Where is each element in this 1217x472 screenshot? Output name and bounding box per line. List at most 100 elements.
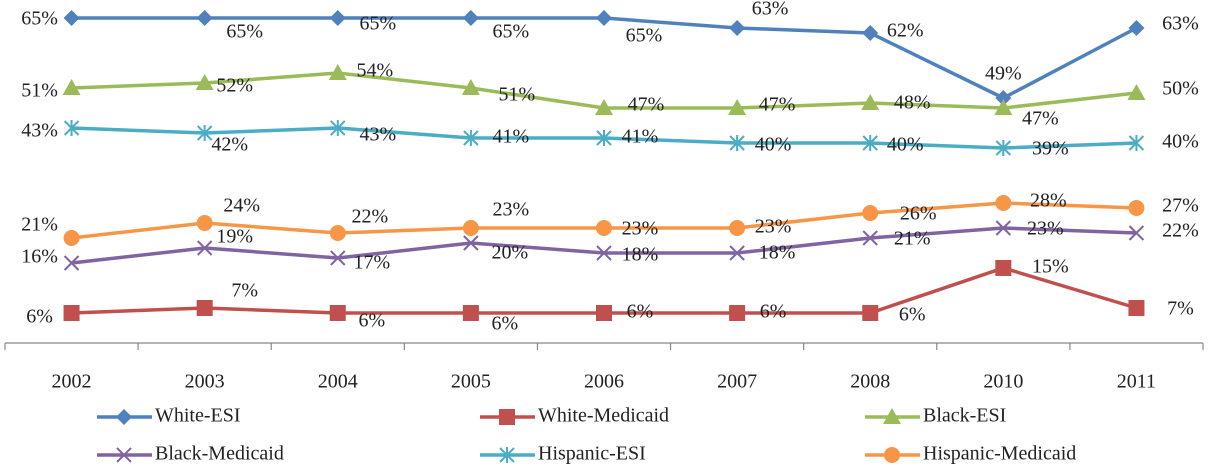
- data-label: 16%: [21, 246, 58, 268]
- marker: [1128, 20, 1145, 36]
- marker: [596, 10, 612, 26]
- marker: [196, 10, 213, 26]
- legend-label: Hispanic-ESI: [538, 443, 646, 465]
- data-label: 23%: [493, 199, 530, 221]
- x-tick-label: 2007: [717, 371, 757, 393]
- legend-marker: [884, 447, 900, 463]
- marker: [596, 220, 612, 236]
- x-tick-label: 2005: [451, 371, 491, 393]
- data-label: 41%: [493, 126, 530, 148]
- marker: [330, 250, 346, 266]
- marker: [728, 99, 747, 115]
- data-label: 6%: [627, 301, 654, 323]
- legend-label: Black-Medicaid: [155, 443, 284, 465]
- data-label: 6%: [760, 301, 787, 323]
- data-label: 18%: [622, 244, 659, 266]
- data-label: 40%: [755, 134, 792, 156]
- x-tick-label: 2003: [185, 371, 225, 393]
- legend-marker: [883, 408, 901, 424]
- data-label: 6%: [358, 310, 385, 332]
- marker: [329, 305, 346, 321]
- marker: [596, 130, 612, 146]
- data-label: 6%: [26, 306, 53, 328]
- marker: [461, 79, 480, 95]
- marker: [596, 305, 612, 321]
- data-label: 18%: [759, 242, 796, 264]
- data-label: 22%: [351, 206, 388, 228]
- data-label: 63%: [752, 0, 789, 20]
- marker: [463, 130, 479, 146]
- legend-marker: [116, 447, 132, 463]
- marker: [729, 135, 745, 151]
- x-tick-label: 2010: [983, 371, 1023, 393]
- data-label: 7%: [1167, 298, 1194, 320]
- marker: [196, 125, 213, 141]
- marker: [462, 220, 479, 236]
- data-label: 51%: [499, 84, 536, 106]
- marker: [596, 245, 612, 261]
- data-label: 23%: [622, 218, 659, 240]
- x-tick-label: 2006: [584, 371, 624, 393]
- marker: [861, 94, 880, 110]
- marker: [995, 260, 1012, 276]
- data-label: 54%: [356, 60, 393, 82]
- data-label: 63%: [1162, 13, 1199, 35]
- marker: [329, 10, 346, 26]
- marker: [195, 74, 214, 90]
- marker: [63, 120, 80, 136]
- marker: [862, 305, 879, 321]
- marker: [463, 235, 479, 251]
- legend-label: Black-ESI: [923, 405, 1006, 427]
- marker: [995, 220, 1012, 236]
- marker: [862, 230, 878, 246]
- data-label: 52%: [216, 75, 253, 97]
- marker: [995, 90, 1012, 106]
- data-label: 48%: [894, 92, 931, 114]
- legend-marker: [116, 409, 132, 425]
- data-label: 20%: [492, 242, 529, 264]
- data-label: 41%: [622, 126, 659, 148]
- data-label: 23%: [1027, 218, 1064, 240]
- data-label: 17%: [353, 252, 390, 274]
- marker: [729, 20, 746, 36]
- marker: [995, 195, 1012, 211]
- legend-marker: [499, 447, 515, 463]
- marker: [862, 205, 879, 221]
- marker: [462, 305, 479, 321]
- marker: [1128, 200, 1145, 216]
- data-label: 22%: [1162, 220, 1199, 242]
- marker: [1128, 225, 1145, 241]
- data-label: 26%: [900, 203, 937, 225]
- x-tick-label: 2002: [52, 371, 92, 393]
- data-label: 40%: [887, 134, 924, 156]
- data-label: 65%: [359, 13, 396, 35]
- data-label: 65%: [626, 25, 663, 47]
- marker: [330, 120, 346, 136]
- data-label: 7%: [231, 280, 258, 302]
- x-tick-label: 2004: [318, 371, 358, 393]
- marker: [729, 305, 746, 321]
- data-label: 43%: [359, 124, 396, 146]
- marker: [63, 230, 80, 246]
- data-label: 65%: [493, 21, 530, 43]
- x-tick-label: 2011: [1117, 371, 1156, 393]
- data-label: 51%: [21, 80, 58, 102]
- data-label: 65%: [21, 8, 58, 30]
- marker: [995, 140, 1012, 156]
- data-label: 47%: [1022, 108, 1059, 130]
- data-label: 47%: [759, 94, 796, 116]
- data-label: 28%: [1030, 190, 1067, 212]
- data-label: 6%: [899, 304, 926, 326]
- data-label: 49%: [985, 63, 1022, 85]
- data-label: 39%: [1032, 138, 1069, 160]
- legend-label: White-ESI: [155, 405, 241, 427]
- data-label: 27%: [1162, 195, 1199, 217]
- marker: [729, 245, 745, 261]
- data-label: 24%: [223, 195, 260, 217]
- marker: [196, 215, 213, 231]
- data-label: 50%: [1162, 78, 1199, 100]
- data-label: 23%: [755, 216, 792, 238]
- marker: [1127, 84, 1146, 100]
- marker: [862, 25, 879, 41]
